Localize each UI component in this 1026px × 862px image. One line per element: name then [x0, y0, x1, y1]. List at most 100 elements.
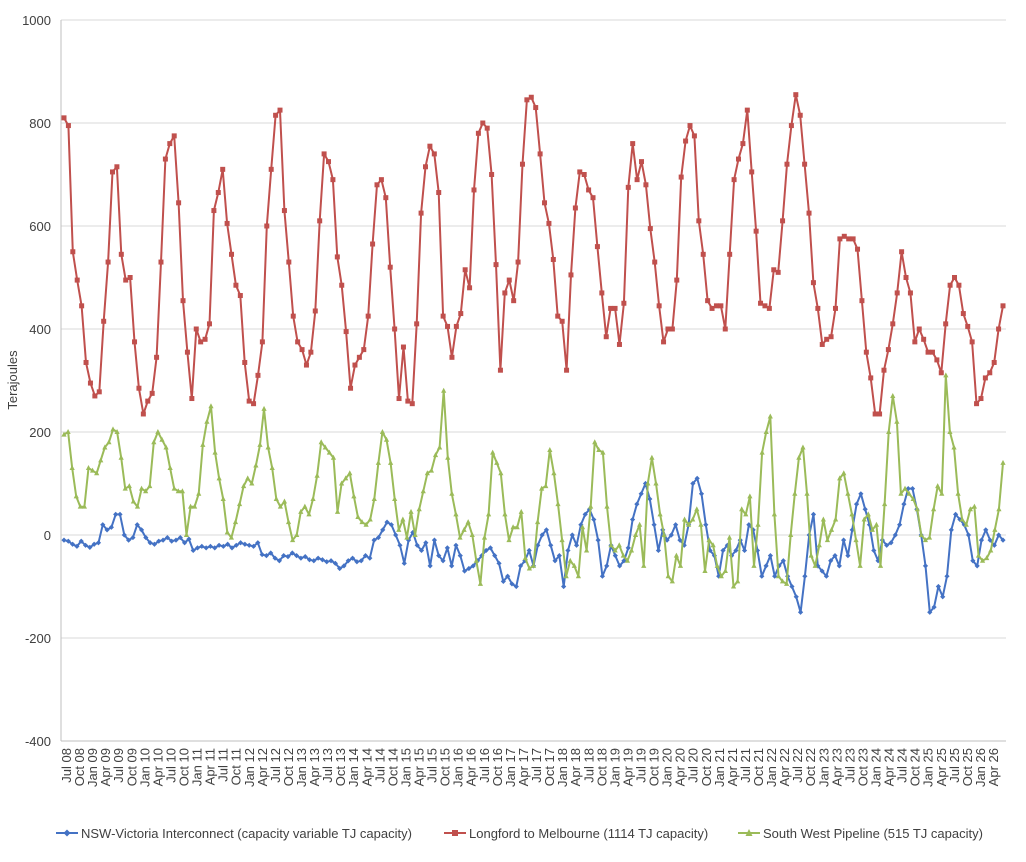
data-point: [420, 488, 426, 494]
data-point: [105, 259, 111, 265]
data-point: [661, 339, 667, 345]
data-point: [242, 541, 248, 547]
data-point: [334, 254, 340, 260]
data-point: [802, 573, 808, 579]
data-point: [677, 562, 684, 568]
data-point: [94, 470, 100, 476]
data-point: [114, 429, 120, 434]
data-point: [69, 465, 75, 471]
data-point: [212, 449, 218, 455]
data-point: [796, 454, 802, 460]
data-point: [293, 553, 300, 559]
data-point: [517, 563, 524, 569]
x-tick-label: Jan 16: [451, 748, 466, 787]
data-point: [526, 547, 532, 554]
data-point: [591, 516, 597, 523]
data-point: [359, 519, 365, 525]
data-point: [302, 554, 308, 560]
data-point: [647, 496, 653, 502]
x-tick-label: Jul 18: [581, 748, 596, 783]
data-point: [108, 524, 114, 530]
data-point: [354, 559, 360, 565]
data-point: [365, 313, 371, 319]
data-point: [621, 300, 627, 306]
data-point: [592, 439, 598, 445]
data-point: [163, 444, 169, 450]
data-point: [392, 495, 398, 501]
data-point: [110, 426, 116, 432]
data-point: [401, 560, 407, 566]
data-point: [690, 516, 696, 522]
x-tick-label: Oct 13: [333, 748, 348, 786]
data-point: [506, 537, 512, 543]
data-point: [741, 547, 748, 554]
data-point: [337, 565, 343, 572]
data-point: [487, 545, 494, 551]
data-point: [176, 200, 182, 206]
data-point: [948, 527, 954, 533]
data-point: [169, 538, 175, 544]
data-point: [467, 285, 473, 291]
data-point: [616, 341, 622, 347]
data-point: [405, 537, 412, 543]
data-point: [639, 159, 645, 165]
data-point: [183, 532, 190, 537]
data-point: [117, 511, 123, 517]
data-point: [167, 141, 173, 147]
x-tick-label: Oct 12: [281, 748, 296, 786]
data-point: [61, 537, 67, 543]
data-point: [526, 565, 533, 571]
data-point: [987, 370, 993, 376]
data-point: [991, 359, 997, 365]
data-point: [548, 542, 554, 548]
data-point: [78, 538, 84, 544]
data-point: [453, 511, 459, 517]
data-point: [657, 511, 663, 517]
data-point: [638, 491, 644, 497]
data-point: [625, 545, 631, 551]
data-point: [984, 555, 990, 561]
data-point: [568, 272, 574, 278]
data-point: [637, 521, 643, 527]
data-point: [992, 526, 998, 532]
x-tick-label: Jul 20: [686, 748, 701, 783]
data-point: [890, 392, 896, 398]
data-point: [145, 398, 151, 404]
data-point: [65, 123, 71, 129]
x-tick-label: Apr 11: [203, 748, 218, 785]
data-point: [810, 511, 817, 517]
data-point: [780, 558, 786, 564]
data-point: [277, 107, 283, 113]
data-point: [345, 558, 351, 564]
data-point: [427, 143, 433, 149]
data-point: [473, 557, 479, 563]
data-point: [70, 541, 76, 547]
data-point: [706, 537, 712, 543]
x-tick-label: Apr 09: [98, 748, 113, 786]
x-tick-label: Oct 15: [438, 748, 453, 786]
data-point: [149, 390, 155, 396]
data-point: [134, 503, 141, 509]
data-point: [273, 112, 279, 118]
data-point: [147, 540, 153, 546]
data-point: [384, 519, 390, 525]
data-point: [160, 537, 166, 543]
data-point: [586, 187, 592, 193]
data-point: [903, 275, 909, 280]
data-point: [101, 318, 107, 324]
data-point: [898, 490, 904, 496]
data-point: [238, 540, 244, 546]
data-point: [318, 439, 324, 445]
data-point: [175, 488, 181, 494]
x-tick-label: Jul 25: [947, 748, 962, 783]
data-point: [457, 534, 463, 540]
data-point: [547, 447, 553, 453]
data-point: [858, 491, 864, 497]
data-point: [743, 511, 749, 517]
data-point: [686, 521, 692, 527]
data-point: [583, 547, 590, 553]
y-tick-label: 600: [29, 219, 51, 234]
data-point: [198, 339, 204, 345]
data-point: [348, 385, 354, 391]
